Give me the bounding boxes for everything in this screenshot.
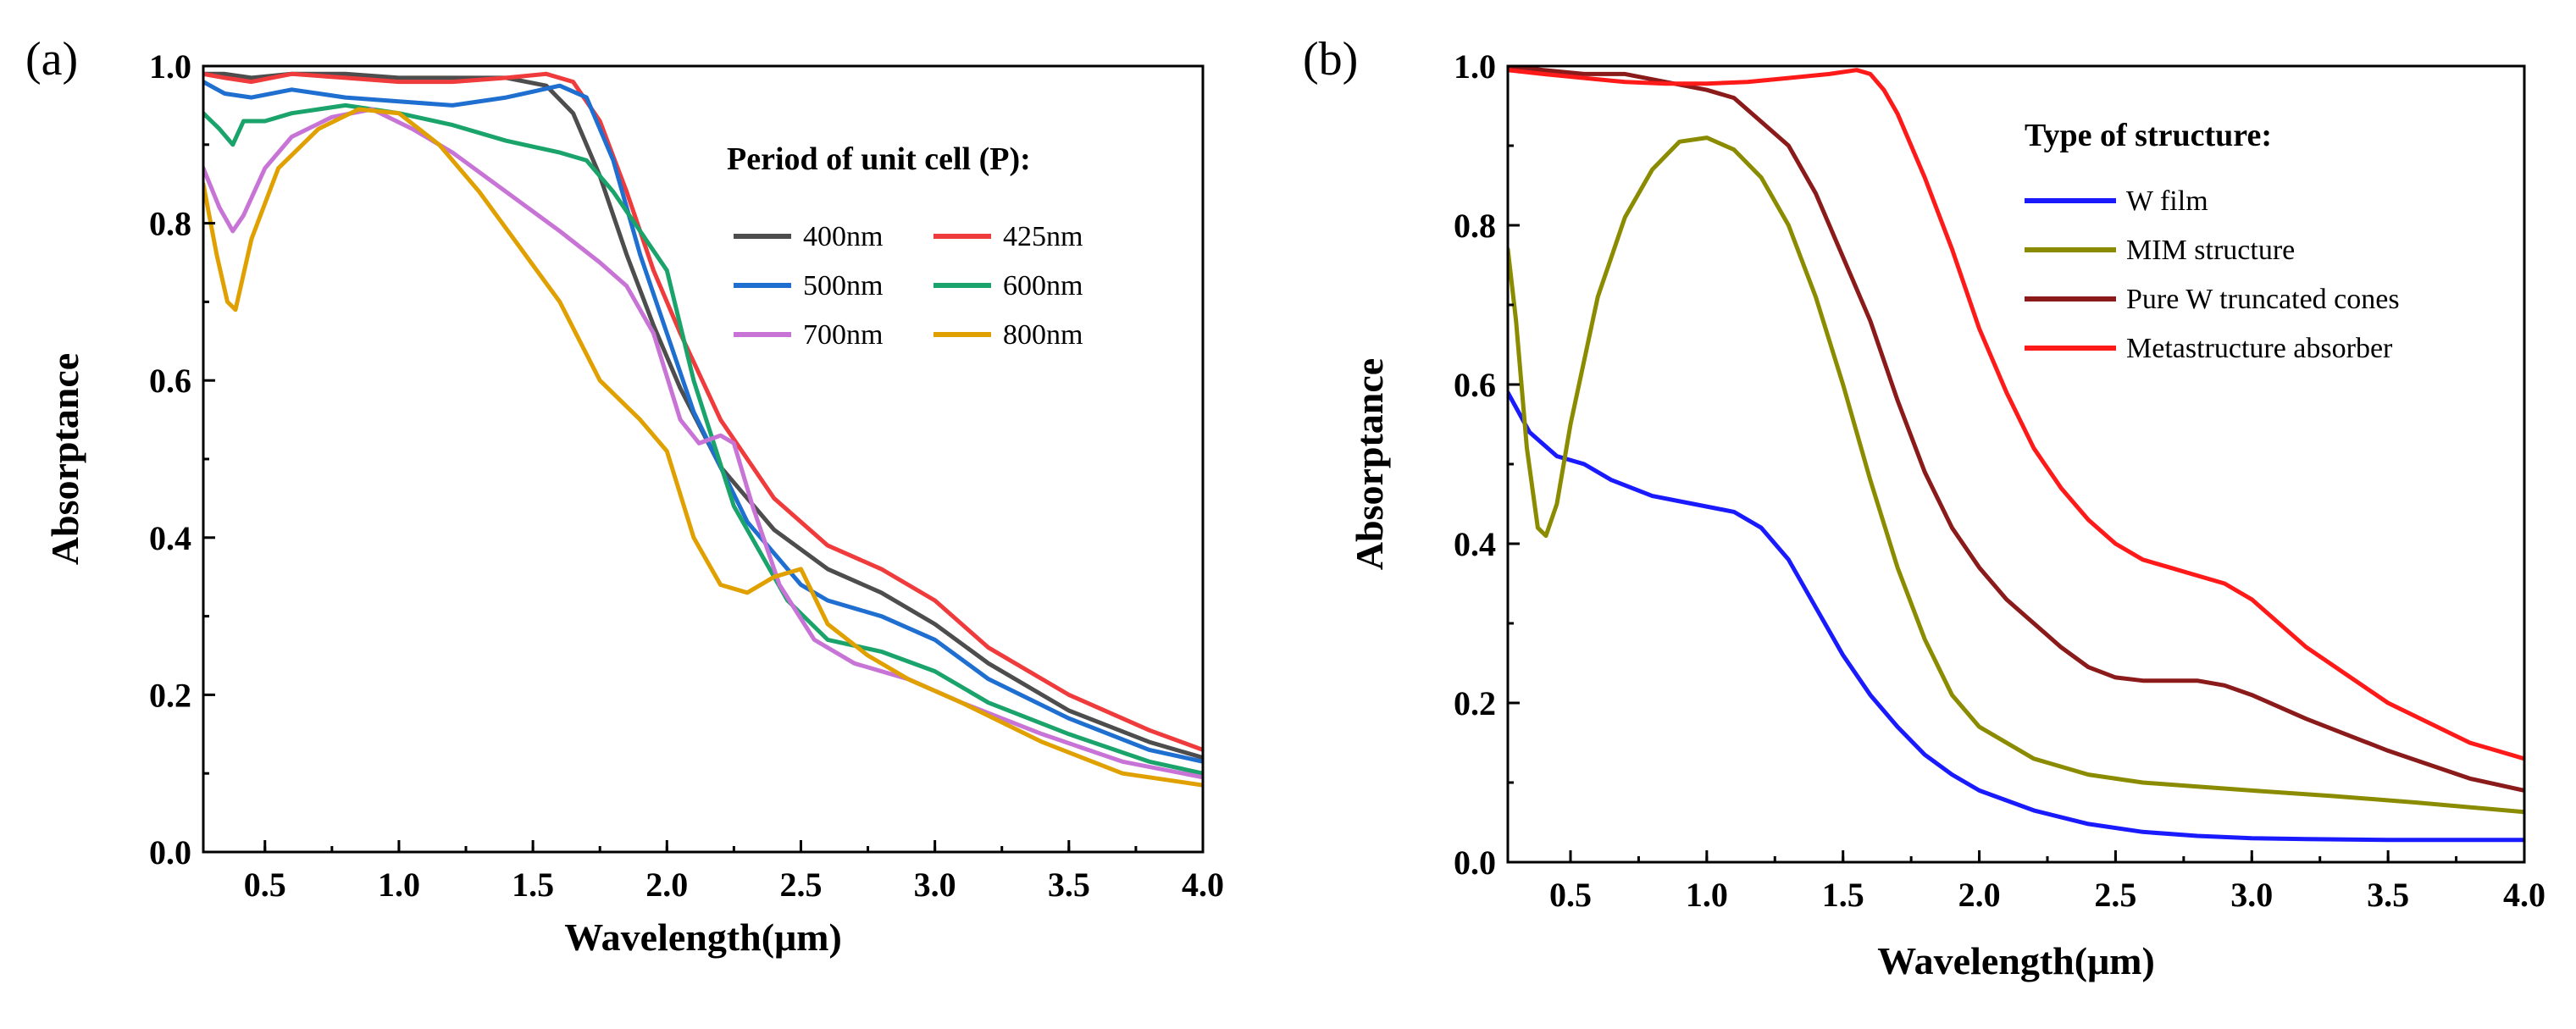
x-tick-label: 2.5 (2094, 876, 2136, 914)
x-axis-title: Wavelength(μm) (564, 916, 842, 959)
y-tick-label: 0.4 (1454, 525, 1496, 563)
legend-label: 400nm (803, 221, 883, 252)
y-tick-label: 0.6 (1454, 366, 1496, 404)
y-tick-label: 0.6 (149, 362, 191, 400)
series-line-600nm (203, 102, 1203, 776)
y-tick-label: 0.4 (149, 519, 191, 557)
legend-label: 800nm (1003, 319, 1083, 351)
panel-label: (a) (25, 33, 78, 86)
series-line-w-film (1508, 390, 2524, 843)
y-tick-label: 0.2 (149, 676, 191, 714)
x-tick-label: 1.0 (1686, 876, 1728, 914)
y-tick-label: 0.8 (1454, 207, 1496, 245)
x-tick-label: 1.5 (512, 866, 554, 904)
x-tick-label: 4.0 (1182, 866, 1224, 904)
x-tick-label: 0.5 (244, 866, 286, 904)
series-line-pure-w-truncated-cones (1508, 66, 2524, 793)
series-line-mim-structure (1508, 136, 2524, 815)
y-tick-label: 0.0 (1454, 844, 1496, 882)
series-line-metastructure-absorber (1508, 68, 2524, 761)
y-axis-title: Absorptance (43, 353, 86, 565)
panel-a-chart: (a) 0.5 1.0 1.5 2.0 2.5 3.0 3.5 4.0 0.0 0.2 0.4 0.6 0… (25, 33, 1224, 959)
y-tick-label: 0.0 (149, 833, 191, 871)
series-line-800nm (203, 107, 1203, 788)
y-axis-title: Absorptance (1348, 358, 1391, 570)
x-tick-label: 4.0 (2503, 876, 2546, 914)
legend-label: Metastructure absorber (2126, 333, 2393, 364)
x-tick-label: 2.0 (645, 866, 688, 904)
series-line-425nm (203, 71, 1203, 752)
y-tick-label: 1.0 (149, 47, 191, 86)
x-tick-label: 3.5 (2367, 876, 2409, 914)
legend-label: 700nm (803, 319, 883, 351)
series-group (1508, 66, 2524, 843)
legend-label: MIM structure (2126, 235, 2295, 266)
series-line-400nm (203, 71, 1203, 761)
x-tick-label: 3.5 (1048, 866, 1090, 904)
y-tick-label: 0.8 (149, 205, 191, 243)
x-tick-label: 2.5 (779, 866, 822, 904)
legend-title: Type of structure: (2025, 118, 2272, 153)
x-tick-label: 3.0 (2230, 876, 2273, 914)
x-tick-label: 1.5 (1822, 876, 1864, 914)
legend-title: Period of unit cell (P): (727, 141, 1031, 177)
x-tick-label: 0.5 (1549, 876, 1592, 914)
x-tick-label: 2.0 (1958, 876, 2001, 914)
x-tick-label: 3.0 (914, 866, 956, 904)
y-tick-label: 0.2 (1454, 684, 1496, 722)
panel-label: (b) (1303, 33, 1358, 86)
series-group (203, 71, 1203, 788)
y-tick-label: 1.0 (1454, 47, 1496, 86)
x-tick-label: 1.0 (378, 866, 420, 904)
x-axis-title: Wavelength(μm) (1877, 939, 2155, 982)
legend-label: W film (2126, 185, 2208, 217)
legend-label: 600nm (1003, 270, 1083, 302)
legend-label: 500nm (803, 270, 883, 302)
legend: Type of structure: W film MIM structure Pur… (2025, 118, 2400, 364)
panel-b-chart: (b) 0.5 1.0 1.5 2.0 2.5 3.0 3.5 4.0 0.0 0.2 0.4 0.6 0… (1303, 33, 2546, 982)
plot-frame (202, 64, 1205, 854)
legend-label: 425nm (1003, 221, 1083, 252)
series-line-500nm (203, 80, 1203, 764)
legend-label: Pure W truncated cones (2126, 284, 2400, 315)
legend: Period of unit cell (P): 400nm 425nm 500nm 6… (727, 141, 1083, 351)
series-line-700nm (203, 107, 1203, 780)
